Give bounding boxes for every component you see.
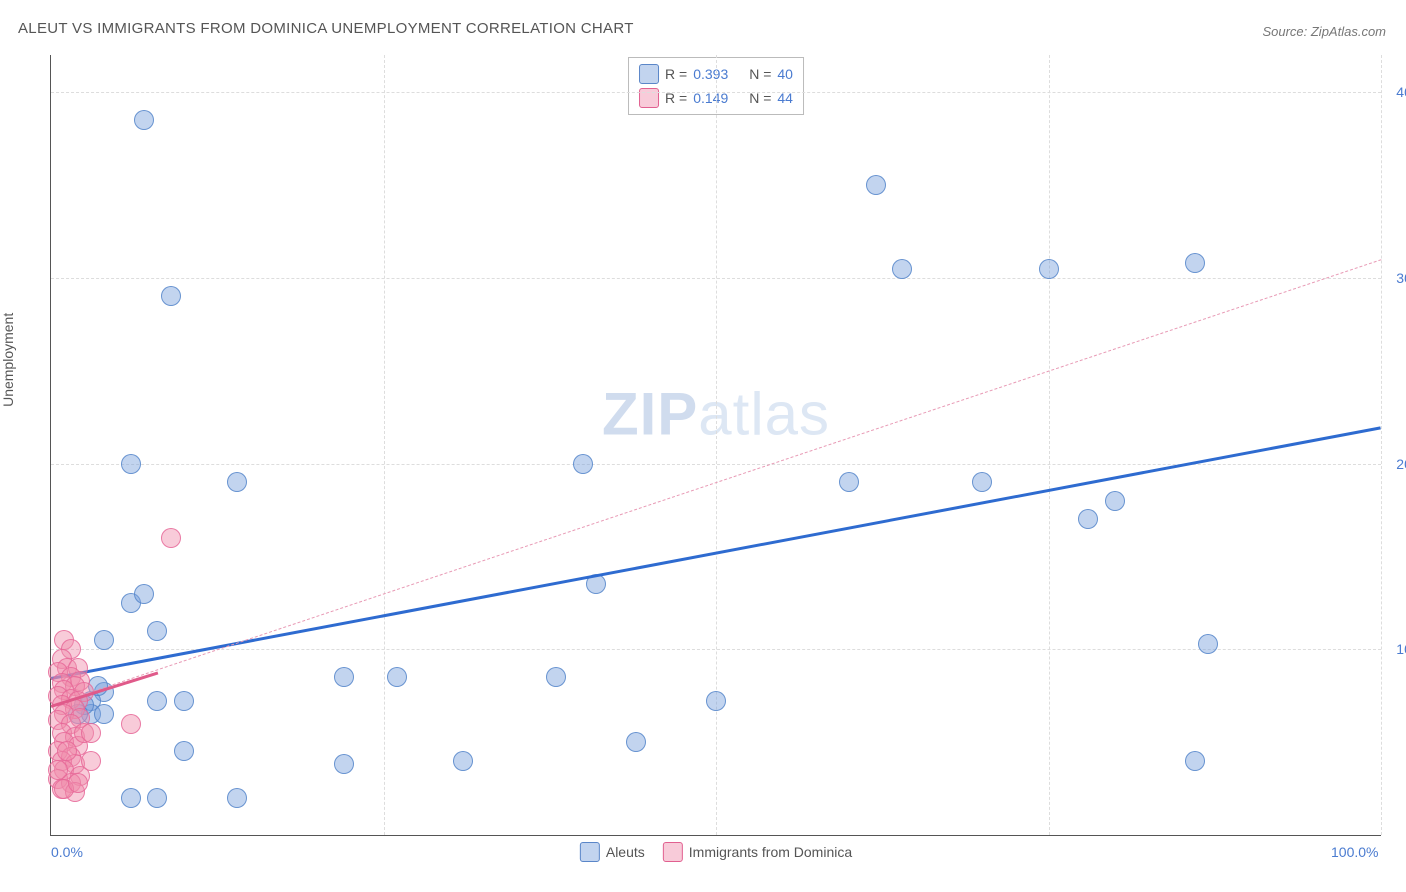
scatter-point	[1039, 259, 1059, 279]
gridline-vertical	[1049, 55, 1050, 835]
y-axis-label: Unemployment	[0, 313, 16, 407]
legend-series-item: Aleuts	[580, 842, 645, 862]
y-tick-label: 10.0%	[1396, 641, 1406, 657]
scatter-point	[147, 621, 167, 641]
source-attribution: Source: ZipAtlas.com	[1262, 24, 1386, 39]
scatter-point	[121, 714, 141, 734]
scatter-point	[94, 630, 114, 650]
scatter-point	[387, 667, 407, 687]
scatter-point	[161, 286, 181, 306]
scatter-point	[227, 788, 247, 808]
r-label: R =	[665, 66, 687, 82]
gridline-vertical	[384, 55, 385, 835]
gridline-vertical	[1381, 55, 1382, 835]
r-value: 0.393	[693, 66, 743, 82]
legend-series-label: Aleuts	[606, 844, 645, 860]
legend-swatch	[639, 88, 659, 108]
scatter-point	[334, 667, 354, 687]
y-tick-label: 40.0%	[1396, 84, 1406, 100]
n-value: 40	[777, 66, 793, 82]
scatter-point	[134, 110, 154, 130]
scatter-point	[546, 667, 566, 687]
scatter-point	[1198, 634, 1218, 654]
scatter-point	[121, 454, 141, 474]
scatter-point	[48, 760, 68, 780]
scatter-point	[68, 773, 88, 793]
scatter-point	[147, 691, 167, 711]
scatter-point	[972, 472, 992, 492]
scatter-point	[227, 472, 247, 492]
legend-swatch	[663, 842, 683, 862]
scatter-point	[57, 741, 77, 761]
chart-title: ALEUT VS IMMIGRANTS FROM DOMINICA UNEMPL…	[18, 20, 634, 37]
scatter-point	[161, 528, 181, 548]
scatter-point	[866, 175, 886, 195]
scatter-point	[134, 584, 154, 604]
scatter-point	[174, 691, 194, 711]
scatter-point	[81, 751, 101, 771]
scatter-point	[174, 741, 194, 761]
scatter-point	[1185, 253, 1205, 273]
scatter-point	[573, 454, 593, 474]
legend-series-item: Immigrants from Dominica	[663, 842, 852, 862]
scatter-plot: ZIPatlas R =0.393N =40R =0.149N =44 Aleu…	[50, 55, 1381, 836]
scatter-point	[892, 259, 912, 279]
scatter-point	[1078, 509, 1098, 529]
y-tick-label: 30.0%	[1396, 270, 1406, 286]
gridline-vertical	[716, 55, 717, 835]
y-tick-label: 20.0%	[1396, 456, 1406, 472]
scatter-point	[1185, 751, 1205, 771]
scatter-point	[1105, 491, 1125, 511]
scatter-point	[706, 691, 726, 711]
scatter-point	[147, 788, 167, 808]
x-tick-label: 0.0%	[51, 844, 83, 860]
legend-swatch	[639, 64, 659, 84]
legend-series: Aleuts Immigrants from Dominica	[580, 842, 852, 862]
scatter-point	[334, 754, 354, 774]
x-tick-label: 100.0%	[1331, 844, 1378, 860]
scatter-point	[121, 788, 141, 808]
scatter-point	[453, 751, 473, 771]
n-label: N =	[749, 66, 771, 82]
legend-series-label: Immigrants from Dominica	[689, 844, 852, 860]
scatter-point	[626, 732, 646, 752]
scatter-point	[839, 472, 859, 492]
scatter-point	[81, 723, 101, 743]
legend-swatch	[580, 842, 600, 862]
scatter-point	[94, 704, 114, 724]
